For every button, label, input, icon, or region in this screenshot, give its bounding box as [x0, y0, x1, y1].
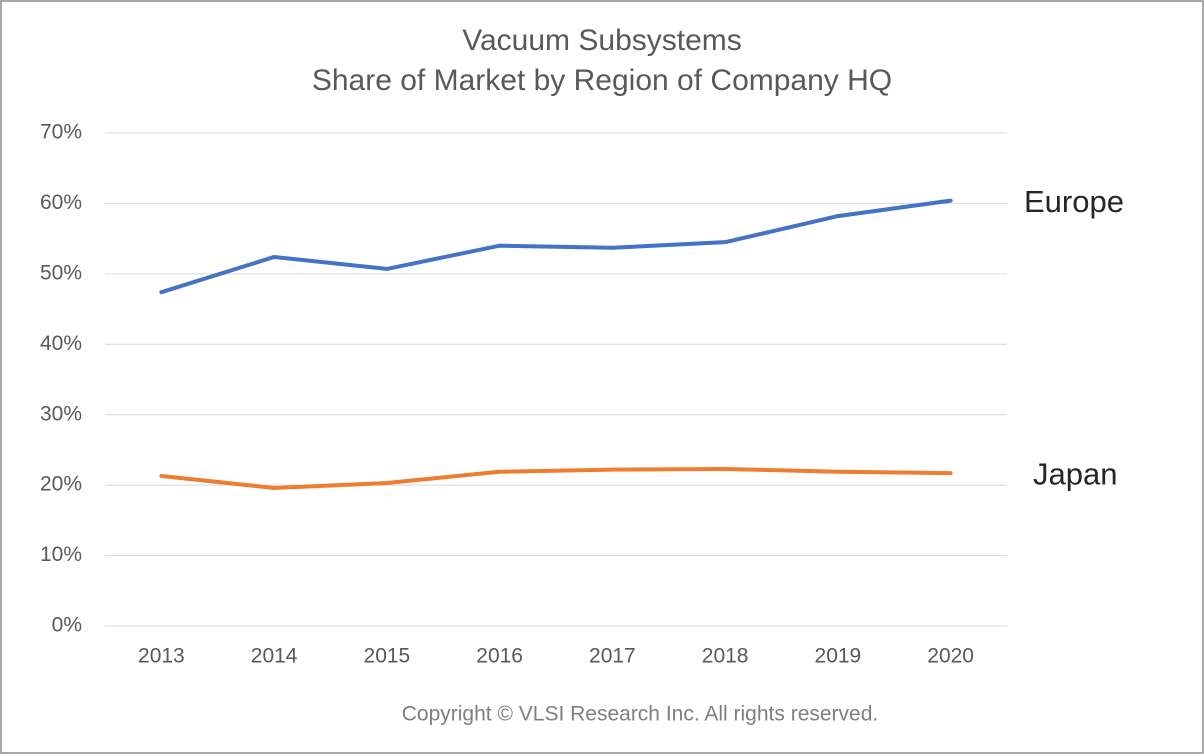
x-tick-label: 2020: [927, 645, 974, 668]
y-tick-label: 50%: [40, 261, 82, 284]
series-label: Japan: [1033, 456, 1117, 491]
x-tick-label: 2019: [815, 645, 862, 668]
y-tick-label: 40%: [40, 332, 82, 355]
y-tick-label: 70%: [40, 121, 82, 144]
x-tick-label: 2016: [476, 645, 523, 668]
chart-title: Vacuum Subsystems: [462, 24, 742, 57]
x-tick-label: 2015: [364, 645, 411, 668]
y-tick-label: 20%: [40, 473, 82, 496]
y-tick-label: 10%: [40, 543, 82, 566]
x-tick-label: 2013: [138, 645, 185, 668]
copyright: Copyright © VLSI Research Inc. All right…: [402, 703, 879, 726]
x-tick-label: 2014: [251, 645, 298, 668]
x-tick-label: 2017: [589, 645, 636, 668]
x-tick-label: 2018: [702, 645, 749, 668]
y-tick-label: 30%: [40, 402, 82, 425]
y-tick-label: 60%: [40, 191, 82, 214]
y-tick-label: 0%: [52, 614, 82, 637]
chart-subtitle: Share of Market by Region of Company HQ: [312, 64, 892, 97]
series-line: [159, 466, 953, 490]
series-line: [159, 198, 953, 295]
series-label: Europe: [1024, 184, 1124, 219]
